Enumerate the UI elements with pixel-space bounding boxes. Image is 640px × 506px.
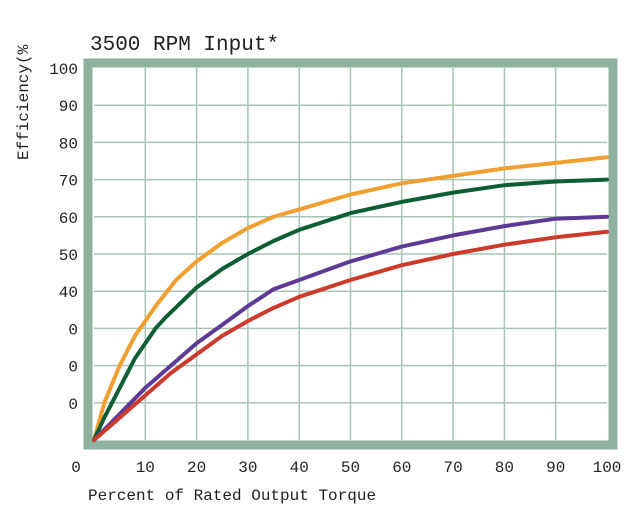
y-tick-label: 60 xyxy=(59,210,78,228)
x-tick-label: 0 xyxy=(71,459,81,477)
y-tick-label: 100 xyxy=(49,61,78,79)
x-tick-label: 70 xyxy=(443,459,462,477)
x-tick-label: 50 xyxy=(341,459,360,477)
series-group xyxy=(92,155,609,442)
y-tick-label: 90 xyxy=(59,98,78,116)
y-tick-label: 50 xyxy=(59,247,78,265)
x-tick-labels: 0 10 20 30 40 50 60 70 80 90 100 xyxy=(71,459,621,477)
series-line-2 xyxy=(92,177,609,442)
x-tick-label: 30 xyxy=(238,459,257,477)
y-tick-labels: 100 90 80 70 60 50 40 0 0 0 xyxy=(49,61,78,414)
chart-title: 3500 RPM Input* xyxy=(90,34,279,57)
y-tick-label: 40 xyxy=(59,284,78,302)
x-tick-label: 20 xyxy=(187,459,206,477)
x-tick-label: 100 xyxy=(593,459,622,477)
y-tick-label: 0 xyxy=(68,396,78,414)
y-axis-label: Efficiency(% xyxy=(15,44,33,160)
x-tick-label: 40 xyxy=(290,459,309,477)
series-line-1 xyxy=(92,155,609,442)
y-tick-label: 0 xyxy=(68,321,78,339)
y-tick-label: 70 xyxy=(59,173,78,191)
x-axis-label: Percent of Rated Output Torque xyxy=(88,487,376,505)
y-tick-label: 80 xyxy=(59,135,78,153)
x-tick-label: 10 xyxy=(136,459,155,477)
x-tick-label: 90 xyxy=(546,459,565,477)
series-line-4 xyxy=(92,229,609,442)
x-tick-label: 60 xyxy=(392,459,411,477)
y-tick-label: 0 xyxy=(68,359,78,377)
grid xyxy=(94,68,607,440)
series-line-3 xyxy=(92,214,609,442)
x-tick-label: 80 xyxy=(495,459,514,477)
